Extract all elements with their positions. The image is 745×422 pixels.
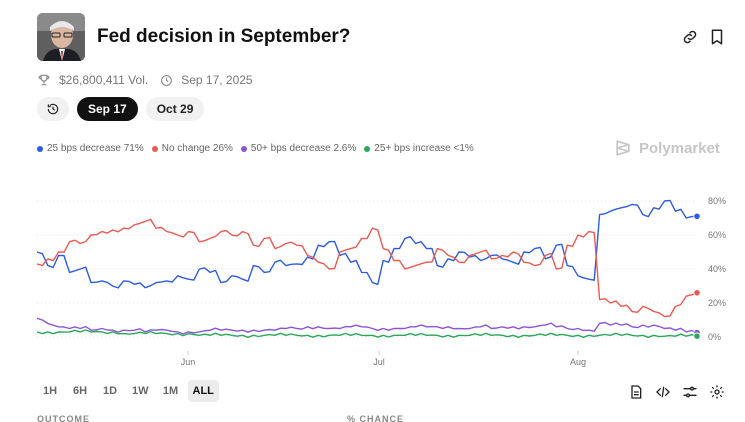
time-range-selector: 1H 6H 1D 1W 1M ALL [37,380,219,402]
y-tick-label: 60% [708,230,726,240]
y-tick-label: 0% [708,332,721,342]
sliders-icon[interactable] [682,384,698,400]
y-tick-label: 20% [708,298,726,308]
chart-series [36,199,701,340]
legend-item: No change 26% [151,143,233,154]
range-1h[interactable]: 1H [42,385,58,397]
series-line-no-change [36,218,698,318]
price-chart[interactable]: 80% 60% 40% 20% 0% Jun Jul Aug [0,185,745,370]
series-endpoint [693,289,701,297]
clock-icon [161,74,173,86]
range-1d[interactable]: 1D [102,385,118,397]
x-tick-label: Jul [373,357,385,367]
market-title: Fed decision in September? [97,26,351,47]
date-info: Sep 17, 2025 [160,73,253,87]
legend-item: 25 bps decrease 71% [37,143,144,154]
legend-label: 25 bps decrease 71% [47,143,144,154]
series-endpoint [693,332,701,340]
chart-tools [628,384,725,400]
series-line-25-bps-decrease [36,199,698,289]
end-date-text: Sep 17, 2025 [181,73,253,87]
volume-info: $26,800,411 Vol. [37,73,148,87]
date-tab-sep-17[interactable]: Sep 17 [77,97,138,121]
legend-label: No change 26% [161,143,233,154]
series-endpoint [693,212,701,220]
legend-dot [151,145,158,152]
bookmark-icon[interactable] [708,28,726,46]
range-1w[interactable]: 1W [132,385,149,397]
volume-text: $26,800,411 Vol. [59,73,149,87]
chart-legend: 25 bps decrease 71% No change 26% 50+ bp… [37,143,482,154]
history-button[interactable] [37,97,69,121]
chart-grid [37,200,697,338]
polymarket-logo-icon [616,140,630,156]
x-tick-label: Jun [181,357,196,367]
date-tab-oct-29[interactable]: Oct 29 [145,97,205,121]
portrait-image [37,13,85,61]
legend-item: 50+ bps decrease 2.6% [240,143,357,154]
date-selector: Sep 17 Oct 29 [37,97,205,121]
x-tick-label: Aug [570,357,586,367]
outcome-column-header: OUTCOME [37,414,90,422]
trophy-icon [38,74,50,86]
code-icon[interactable] [655,384,671,400]
legend-dot [37,145,43,152]
market-meta: $26,800,411 Vol. Sep 17, 2025 [37,73,265,87]
document-icon[interactable] [628,384,644,400]
range-all[interactable]: ALL [187,380,219,402]
legend-label: 50+ bps decrease 2.6% [250,143,357,154]
chance-column-header[interactable]: % CHANCE [347,414,405,422]
link-icon[interactable] [681,28,699,46]
market-avatar [37,13,85,61]
x-axis-ticks: Jun Jul Aug [181,351,586,367]
legend-item: 25+ bps increase <1% [364,143,474,154]
y-tick-label: 80% [708,196,726,206]
history-icon [47,103,59,115]
legend-dot [240,145,247,152]
series-line-50-bps-decrease [36,317,698,335]
brand-name: Polymarket [639,139,720,157]
y-tick-label: 40% [708,264,726,274]
legend-dot [364,145,371,152]
gear-icon[interactable] [709,384,725,400]
legend-label: 25+ bps increase <1% [374,143,474,154]
range-6h[interactable]: 6H [72,385,88,397]
range-1m[interactable]: 1M [162,385,179,397]
polymarket-watermark: Polymarket [613,138,720,158]
y-axis-ticks: 80% 60% 40% 20% 0% [708,196,726,342]
series-line-25-bps-increase [36,329,698,338]
